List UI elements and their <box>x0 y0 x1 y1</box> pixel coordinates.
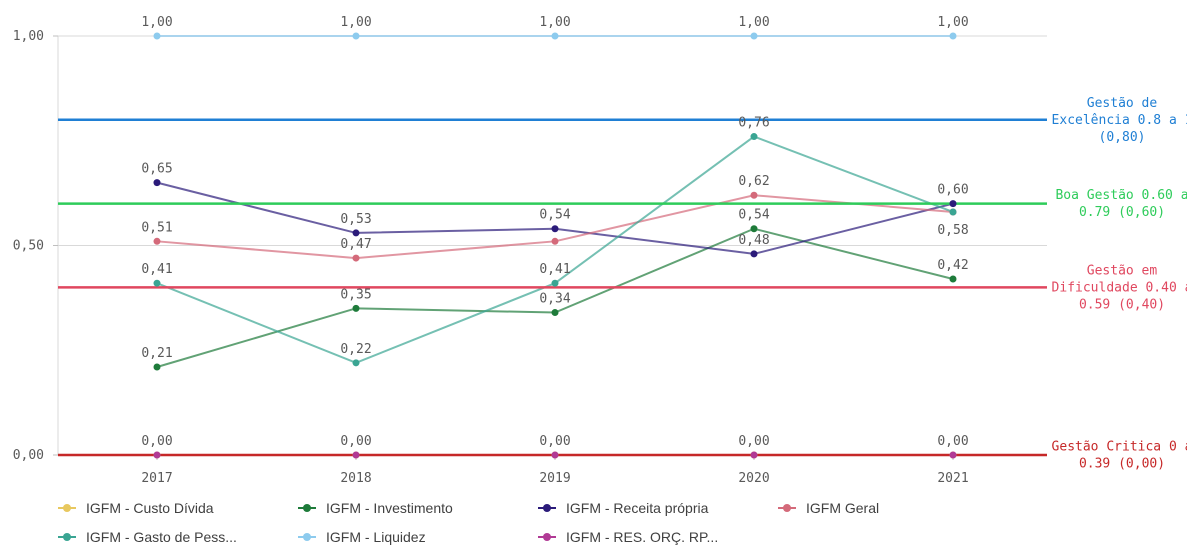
data-point[interactable] <box>949 32 957 40</box>
legend-item[interactable]: IGFM - Receita própria <box>538 500 708 516</box>
data-point[interactable] <box>750 451 758 459</box>
data-point[interactable] <box>551 309 559 317</box>
data-points <box>153 32 957 459</box>
data-label: 0,34 <box>539 292 570 307</box>
data-label: 0,48 <box>738 233 769 248</box>
y-tick-label: 1,00 <box>13 29 44 44</box>
legend-label: IGFM - Investimento <box>326 500 453 516</box>
data-label: 0,76 <box>738 116 769 131</box>
data-label: 0,22 <box>340 342 371 357</box>
legend-item[interactable]: IGFM - Gasto de Pess... <box>58 529 237 545</box>
reference-lines: Gestão de Excelência 0.8 a 1 (0,80) Boa Ges… <box>58 96 1187 472</box>
data-label: 0,41 <box>141 262 172 277</box>
data-label: 0,00 <box>340 434 371 449</box>
reference-line-label: Gestão Critica 0 a 0.39 (0,00) <box>1052 440 1187 472</box>
x-tick-label: 2018 <box>340 471 371 486</box>
data-label: 0,42 <box>937 258 968 273</box>
legend-label: IGFM - Liquidez <box>326 529 426 545</box>
data-point[interactable] <box>551 451 559 459</box>
data-point[interactable] <box>153 451 161 459</box>
legend-label: IGFM Geral <box>806 500 880 516</box>
data-point[interactable] <box>750 225 758 233</box>
data-point[interactable] <box>153 179 161 187</box>
legend-item[interactable]: IGFM - Liquidez <box>298 529 426 545</box>
y-tick-label: 0,50 <box>13 239 44 254</box>
data-point[interactable] <box>551 279 559 287</box>
data-label: 1,00 <box>937 15 968 30</box>
data-point[interactable] <box>949 208 957 216</box>
legend-label: IGFM - Custo Dívida <box>86 500 214 516</box>
data-point[interactable] <box>551 225 559 233</box>
data-point[interactable] <box>153 363 161 371</box>
data-label: 0,00 <box>937 434 968 449</box>
data-point[interactable] <box>750 191 758 199</box>
data-label: 0,41 <box>539 262 570 277</box>
data-label: 0,58 <box>937 223 968 238</box>
data-labels: 0,21 0,35 0,34 0,54 0,42 0,65 0,53 0,54 0,48 0,60… <box>141 15 968 449</box>
data-point[interactable] <box>153 279 161 287</box>
data-label: 0,00 <box>141 434 172 449</box>
data-point[interactable] <box>551 32 559 40</box>
data-label: 1,00 <box>340 15 371 30</box>
x-tick-label: 2020 <box>738 471 769 486</box>
legend-swatch-icon <box>58 503 76 513</box>
data-point[interactable] <box>949 275 957 283</box>
x-tick-label: 2017 <box>141 471 172 486</box>
data-label: 0,00 <box>539 434 570 449</box>
legend-swatch-icon <box>538 532 556 542</box>
line-chart: 0,00 0,50 1,00 2017 2018 2019 2020 2021 Gestão… <box>13 15 1187 486</box>
data-point[interactable] <box>949 200 957 208</box>
data-point[interactable] <box>352 359 360 367</box>
data-label: 1,00 <box>141 15 172 30</box>
data-point[interactable] <box>750 133 758 141</box>
legend-label: IGFM - Gasto de Pess... <box>86 529 237 545</box>
data-label: 0,00 <box>738 434 769 449</box>
data-label: 0,65 <box>141 162 172 177</box>
reference-line-label: Gestão em Dificuldade 0.40 a 0.59 (0,40) <box>1052 263 1187 312</box>
data-point[interactable] <box>750 32 758 40</box>
legend-swatch-icon <box>298 532 316 542</box>
y-axis: 0,00 0,50 1,00 <box>13 29 59 463</box>
data-label: 1,00 <box>738 15 769 30</box>
data-point[interactable] <box>153 32 161 40</box>
legend-item[interactable]: IGFM - RES. ORÇ. RP... <box>538 529 718 545</box>
legend-swatch-icon <box>58 532 76 542</box>
data-label: 0,51 <box>141 220 172 235</box>
data-point[interactable] <box>352 451 360 459</box>
reference-line-label: Boa Gestão 0.60 a 0.79 (0,60) <box>1055 188 1187 220</box>
legend-swatch-icon <box>538 503 556 513</box>
legend-label: IGFM - Receita própria <box>566 500 709 516</box>
data-point[interactable] <box>750 250 758 258</box>
x-tick-label: 2021 <box>937 471 968 486</box>
data-point[interactable] <box>352 229 360 237</box>
y-tick-label: 0,00 <box>13 448 44 463</box>
data-label: 0,53 <box>340 212 371 227</box>
legend-swatch-icon <box>298 503 316 513</box>
data-label: 0,21 <box>141 346 172 361</box>
data-point[interactable] <box>352 254 360 262</box>
legend-item[interactable]: IGFM Geral <box>778 500 879 516</box>
data-label: 0,35 <box>340 287 371 302</box>
data-point[interactable] <box>352 32 360 40</box>
reference-line-label: Gestão de Excelência 0.8 a 1 (0,80) <box>1052 96 1187 145</box>
data-label: 0,54 <box>539 208 570 223</box>
data-label: 0,62 <box>738 174 769 189</box>
data-label: 0,60 <box>937 183 968 198</box>
legend-swatch-icon <box>778 503 796 513</box>
data-point[interactable] <box>551 237 559 245</box>
x-axis: 2017 2018 2019 2020 2021 <box>141 455 969 486</box>
data-point[interactable] <box>352 304 360 312</box>
data-point[interactable] <box>153 237 161 245</box>
data-label: 0,54 <box>738 208 769 223</box>
data-label: 1,00 <box>539 15 570 30</box>
legend-label: IGFM - RES. ORÇ. RP... <box>566 529 719 545</box>
legend-item[interactable]: IGFM - Custo Dívida <box>58 500 214 516</box>
data-label: 0,47 <box>340 237 371 252</box>
legend-item[interactable]: IGFM - Investimento <box>298 500 453 516</box>
x-tick-label: 2019 <box>539 471 570 486</box>
data-point[interactable] <box>949 451 957 459</box>
